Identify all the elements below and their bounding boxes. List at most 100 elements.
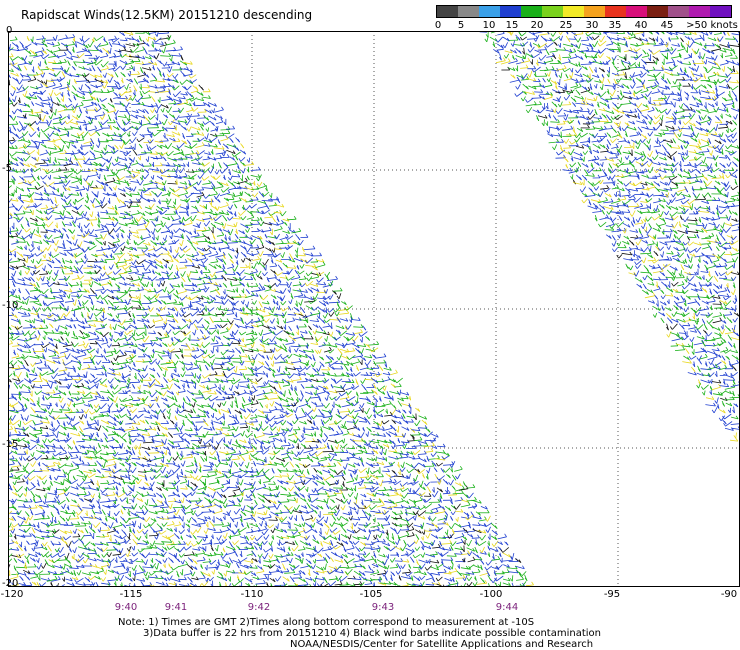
wind-barb-flag [138, 156, 141, 161]
wind-barb [282, 252, 285, 258]
wind-barb-flag [59, 121, 63, 126]
wind-barb-flag [71, 109, 75, 114]
wind-barb-flag [288, 300, 291, 305]
wind-barb [228, 323, 234, 331]
wind-barb [48, 221, 54, 228]
wind-barb-flag [297, 274, 301, 278]
wind-barb [118, 205, 127, 208]
wind-barb-flag [80, 331, 84, 335]
wind-barb [248, 157, 251, 163]
wind-barb [97, 294, 101, 300]
wind-barb [84, 299, 89, 305]
wind-barb [166, 134, 175, 138]
wind-barb-flag [226, 201, 229, 206]
wind-barb [130, 114, 138, 119]
wind-barb [128, 162, 132, 169]
wind-barb-flag [121, 103, 125, 107]
wind-barb-flag [36, 151, 40, 155]
wind-barb-flag [14, 189, 17, 194]
wind-barb-flag [146, 169, 149, 174]
wind-barb-flag [137, 191, 140, 196]
wind-barb-flag [255, 196, 259, 201]
wind-barb [32, 91, 43, 95]
wind-barb-flag [95, 295, 99, 300]
wind-barb-flag [45, 324, 49, 329]
wind-barb [202, 182, 211, 185]
wind-barb-flag [61, 98, 64, 102]
colorbar-label: 0 [434, 20, 442, 31]
wind-barb-flag [124, 304, 128, 309]
wind-barb-flag [208, 95, 211, 99]
wind-barb-flag [89, 353, 93, 357]
wind-barb [173, 341, 179, 346]
wind-barb-flag [47, 197, 50, 201]
wind-barb [32, 258, 35, 264]
wind-barb-flag [102, 74, 106, 78]
wind-barb [167, 223, 174, 229]
wind-barb-flag [178, 52, 182, 57]
wind-barb-flag [63, 315, 67, 320]
wind-barb-flag [10, 99, 13, 104]
wind-barb [108, 38, 117, 41]
wind-barb [234, 265, 239, 272]
wind-barb-flag [79, 109, 83, 114]
wind-barb [207, 127, 210, 132]
wind-barb-flag [155, 184, 159, 189]
wind-barb [215, 270, 225, 273]
wind-barb [213, 344, 224, 347]
wind-barb-flag [167, 250, 170, 255]
wind-barb-flag [152, 98, 156, 102]
wind-barb [84, 246, 90, 253]
wind-barb-flag [16, 330, 20, 334]
wind-barb [128, 115, 130, 122]
wind-barb-flag [252, 182, 256, 186]
wind-barb-flag [131, 219, 135, 223]
wind-barb-flag [36, 113, 40, 117]
wind-barb-flag [84, 47, 88, 51]
wind-barb [318, 312, 321, 319]
wind-barb-flag [119, 321, 122, 326]
wind-barb [98, 143, 101, 148]
wind-barb [174, 252, 179, 259]
wind-barb [309, 320, 319, 322]
wind-barb [114, 221, 119, 228]
wind-barb [243, 167, 246, 174]
wind-barb [273, 228, 283, 232]
wind-barb [124, 50, 133, 53]
wind-barb-flag [36, 260, 39, 265]
wind-barb-flag [53, 37, 56, 42]
wind-barb-flag [16, 353, 20, 357]
wind-barb-flag [203, 288, 206, 293]
wind-barb-flag [201, 123, 205, 127]
wind-barb-flag [177, 61, 181, 66]
wind-barb-flag [280, 254, 284, 258]
wind-barb [76, 90, 86, 96]
wind-barb-flag [66, 83, 70, 88]
wind-barb [42, 99, 50, 102]
wind-barb-flag [94, 45, 97, 49]
wind-barb [169, 348, 176, 353]
wind-barb-flag [72, 302, 76, 306]
wind-barb [12, 77, 19, 82]
wind-barb-flag [66, 145, 69, 149]
wind-barb [330, 331, 334, 337]
wind-barb [102, 61, 109, 68]
wind-barb-flag [177, 109, 181, 114]
wind-barb-flag [123, 121, 127, 125]
wind-barb-flag [63, 183, 66, 187]
wind-barb-flag [76, 192, 80, 196]
wind-barb [295, 347, 299, 353]
wind-barb-flag [213, 116, 217, 121]
wind-barb [124, 211, 131, 217]
wind-barb [133, 43, 140, 47]
wind-barb [135, 62, 144, 65]
wind-barb-flag [209, 201, 212, 206]
wind-barb [177, 186, 188, 189]
wind-barb [205, 194, 210, 199]
wind-barb [161, 355, 170, 357]
wind-barb-flag [85, 110, 88, 114]
wind-barb [76, 252, 83, 258]
wind-barb-flag [90, 96, 94, 100]
wind-barb-flag [124, 86, 128, 90]
wind-barb-flag [231, 263, 235, 268]
